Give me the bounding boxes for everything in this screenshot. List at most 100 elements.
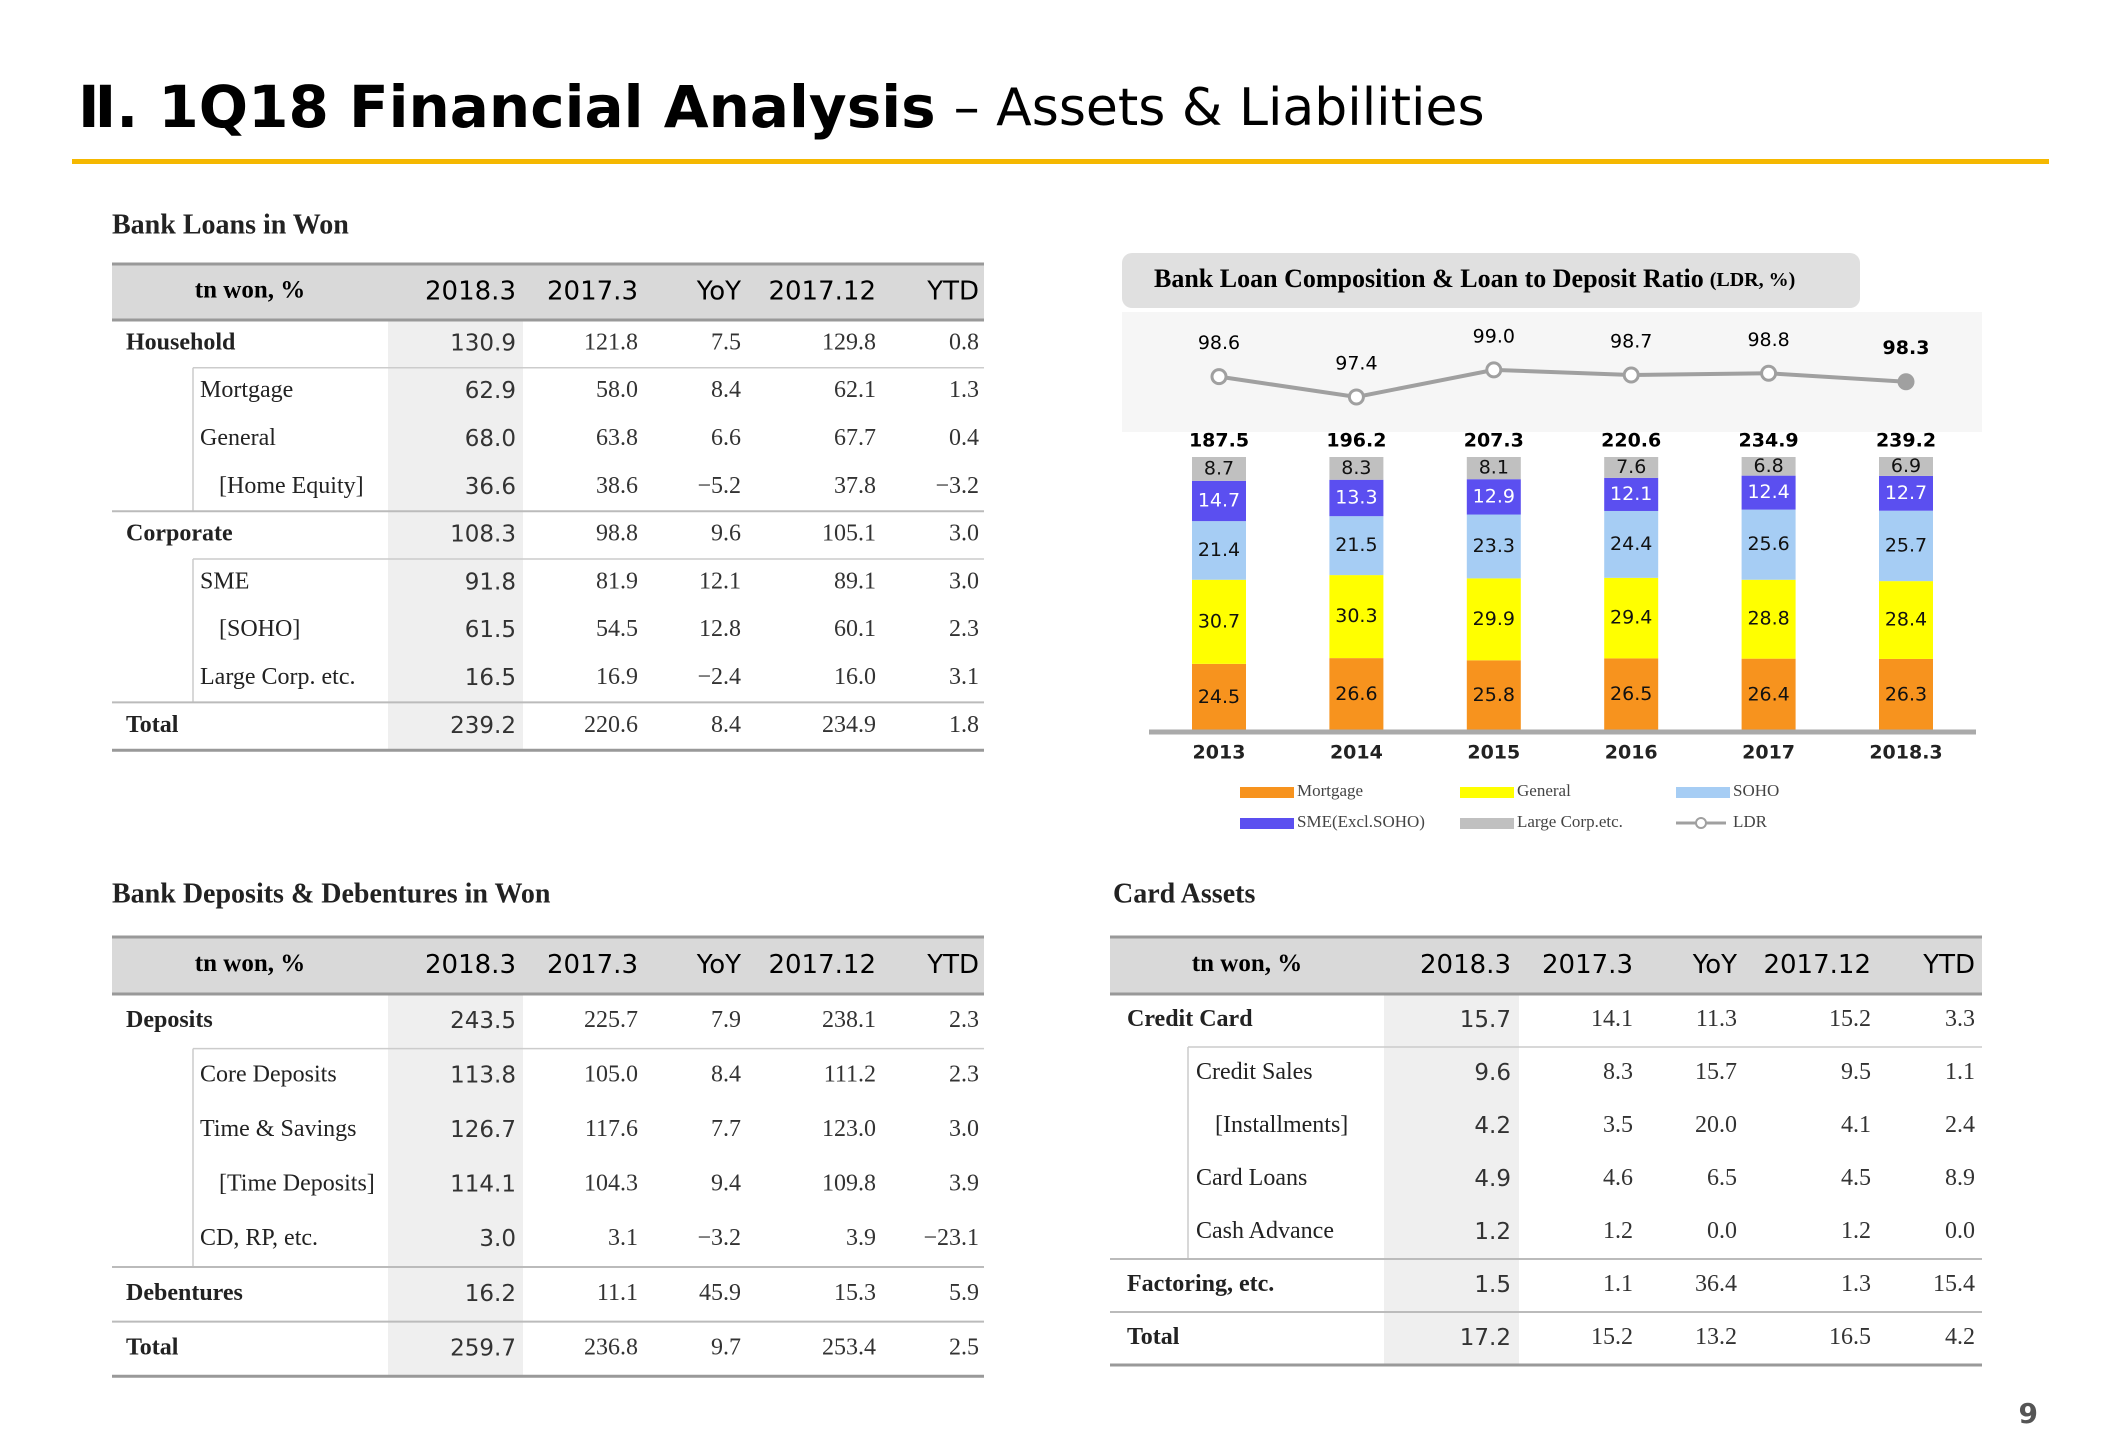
cell: 15.7 — [1460, 1007, 1511, 1033]
cell: 3.9 — [846, 1225, 876, 1251]
row-label: Cash Advance — [1196, 1218, 1334, 1244]
cell: 104.3 — [584, 1171, 638, 1197]
bar-label: 26.4 — [1747, 683, 1789, 705]
bar-label: 30.7 — [1198, 610, 1240, 632]
cell: 4.1 — [1841, 1112, 1871, 1138]
cell: 68.0 — [465, 426, 516, 452]
bar-label: 6.8 — [1753, 455, 1783, 477]
ldr-point — [1210, 368, 1228, 386]
row-label: Corporate — [126, 521, 233, 547]
bar-label: 26.3 — [1885, 683, 1927, 705]
bar-segment — [1192, 663, 1246, 731]
row-label: Factoring, etc. — [1127, 1271, 1274, 1297]
cell: 38.6 — [596, 473, 638, 499]
bar-segment — [1604, 477, 1659, 511]
cell: 12.1 — [699, 568, 741, 594]
bar-label: 25.8 — [1473, 684, 1515, 706]
title: Ⅱ. 1Q18 Financial Analysis — [78, 73, 936, 141]
legend-marker — [1695, 817, 1707, 829]
bar-label: 25.6 — [1747, 533, 1789, 555]
cell: 15.7 — [1695, 1059, 1737, 1085]
row-label: [Home Equity] — [219, 473, 364, 499]
bar-label: 28.8 — [1747, 608, 1789, 630]
cell: 9.4 — [711, 1171, 741, 1197]
bar-label: 8.7 — [1204, 457, 1234, 479]
cell: 62.9 — [465, 378, 516, 404]
table-title: Bank Deposits & Debentures in Won — [112, 878, 551, 909]
cell: 4.2 — [1474, 1113, 1511, 1139]
cell: 17.2 — [1460, 1325, 1511, 1351]
cell: 3.0 — [949, 568, 979, 594]
cell: 60.1 — [834, 616, 876, 642]
bar-segment — [1466, 479, 1521, 515]
cell: 6.6 — [711, 425, 741, 451]
cell: −2.4 — [697, 664, 741, 690]
total-label: 196.2 — [1326, 430, 1386, 452]
row-label: Household — [126, 329, 236, 355]
cell: 3.3 — [1945, 1006, 1975, 1032]
cell: 1.1 — [1603, 1271, 1633, 1297]
cell: 123.0 — [822, 1116, 876, 1142]
header-cell: 2018.3 — [425, 277, 516, 307]
cell: 67.7 — [834, 425, 876, 451]
row-label: [SOHO] — [219, 616, 300, 642]
bar-segment — [1604, 658, 1659, 731]
cell: 61.5 — [465, 617, 516, 643]
cell: 105.0 — [584, 1061, 638, 1087]
bar-segment — [1329, 575, 1384, 659]
bar-segment — [1879, 581, 1933, 659]
cell: 114.1 — [450, 1172, 516, 1198]
cell: 58.0 — [596, 377, 638, 403]
bar-segment — [1604, 577, 1659, 659]
chart-title-text: Bank Loan Composition & Loan to Deposit … — [1154, 264, 1704, 293]
row-label: [Installments] — [1215, 1112, 1348, 1138]
header-cell: 2017.12 — [768, 277, 876, 307]
bar-segment — [1879, 658, 1933, 731]
bar-label: 21.5 — [1335, 534, 1377, 556]
ldr-label: 98.6 — [1198, 332, 1240, 354]
title-rule — [72, 159, 2049, 164]
cell: 89.1 — [834, 568, 876, 594]
bar-segment — [1741, 658, 1796, 731]
legend-swatch — [1240, 818, 1294, 829]
cell: 12.8 — [699, 616, 741, 642]
row-label: Time & Savings — [200, 1116, 356, 1142]
cell: 5.9 — [949, 1280, 979, 1306]
row-label: Card Loans — [1196, 1165, 1307, 1191]
cell: 36.6 — [465, 474, 516, 500]
ldr-point — [1622, 366, 1640, 384]
x-tick-label: 2017 — [1742, 742, 1795, 764]
table-header-bg — [1110, 937, 1982, 994]
cell: 4.6 — [1603, 1165, 1633, 1191]
bar-label: 26.5 — [1610, 683, 1652, 705]
cell: 3.1 — [949, 664, 979, 690]
bar-label: 7.6 — [1616, 456, 1646, 478]
row-label: Total — [126, 712, 179, 738]
header-cell: YoY — [696, 277, 741, 307]
x-tick-label: 2014 — [1330, 742, 1383, 764]
cell: 16.5 — [465, 665, 516, 691]
legend-label: SOHO — [1733, 781, 1779, 800]
cell: 11.3 — [1696, 1006, 1737, 1032]
total-label: 207.3 — [1464, 430, 1524, 452]
cell: 4.5 — [1841, 1165, 1871, 1191]
cell: 1.8 — [949, 712, 979, 738]
bar-segment — [1329, 516, 1384, 576]
bar-label: 8.1 — [1479, 457, 1509, 479]
legend-label: SME(Excl.SOHO) — [1297, 812, 1425, 831]
cell: 4.2 — [1945, 1324, 1975, 1350]
cell: 2.3 — [949, 1007, 979, 1033]
cell: 13.2 — [1695, 1324, 1737, 1350]
header-cell: 2018.3 — [1420, 950, 1511, 980]
legend-swatch — [1460, 818, 1514, 829]
ldr-label: 98.8 — [1747, 329, 1789, 351]
bar-segment — [1466, 660, 1521, 731]
cell: 108.3 — [450, 522, 516, 548]
cell: 15.2 — [1591, 1324, 1633, 1350]
ldr-label: 99.0 — [1473, 325, 1515, 347]
legend-label: Large Corp.etc. — [1517, 812, 1623, 831]
header-cell: 2017.3 — [1542, 950, 1633, 980]
cell: 8.4 — [711, 377, 741, 403]
row-label: Core Deposits — [200, 1061, 337, 1087]
